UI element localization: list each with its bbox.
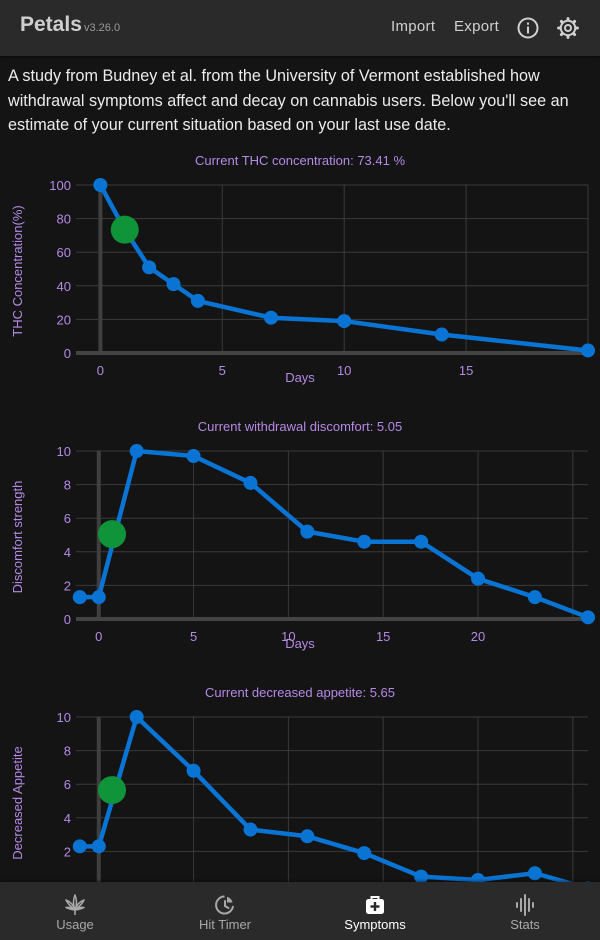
data-point	[166, 277, 181, 292]
data-point	[129, 710, 144, 724]
y-tick-label: 60	[57, 245, 71, 260]
y-tick-label: 80	[57, 212, 71, 227]
y-tick-label: 2	[64, 578, 71, 593]
data-point	[91, 839, 106, 854]
decreased-appetite-chart: Current decreased appetite: 5.65 2 4 6 8 10 De…	[0, 680, 600, 882]
timer-clock-icon	[215, 895, 234, 915]
x-tick-label: 0	[95, 629, 102, 644]
settings-gear-icon[interactable]	[556, 16, 580, 40]
data-point	[585, 881, 591, 882]
y-axis-label: Discomfort strength	[10, 481, 25, 594]
x-axis-label: Days	[285, 636, 315, 651]
y-tick-label: 6	[64, 511, 71, 526]
current-value-point	[98, 520, 127, 549]
data-point	[300, 829, 315, 844]
info-icon[interactable]	[516, 16, 540, 40]
x-tick-label: 10	[281, 629, 295, 644]
nav-label-symptoms: Symptoms	[344, 917, 406, 932]
thc-concentration-chart: Current THC concentration: 73.41 % 0 20 40 6…	[0, 148, 600, 390]
data-point	[129, 444, 144, 458]
thc-concentration-chart-svg: Current THC concentration: 73.41 % 0 20 40 6…	[10, 153, 595, 385]
app-bar: Petals v3.26.0 Import Export	[0, 0, 600, 56]
data-point	[471, 872, 486, 882]
chart-title: Current THC concentration: 73.41 %	[195, 153, 405, 168]
data-point	[357, 846, 372, 861]
y-tick-label: 10	[57, 710, 71, 725]
nav-item-hit-timer[interactable]: Hit Timer	[150, 882, 300, 940]
import-button[interactable]: Import	[391, 18, 436, 35]
data-point	[300, 524, 315, 539]
y-tick-label: 0	[64, 346, 71, 361]
x-tick-label: 0	[97, 363, 104, 378]
export-button[interactable]: Export	[454, 18, 500, 35]
y-tick-label: 0	[64, 612, 71, 627]
chart-title: Current decreased appetite: 5.65	[205, 685, 395, 700]
data-point	[93, 178, 108, 192]
data-point	[414, 534, 429, 549]
data-point	[337, 314, 352, 329]
nav-item-stats[interactable]: Stats	[450, 882, 600, 940]
y-tick-label: 2	[64, 844, 71, 859]
data-point	[357, 534, 372, 549]
y-axis-label: Decreased Appetite	[10, 746, 25, 859]
medical-kit-icon	[366, 896, 384, 914]
y-tick-label: 10	[57, 444, 71, 459]
nav-label-stats: Stats	[510, 917, 540, 932]
current-value-point	[110, 215, 139, 244]
y-tick-label: 40	[57, 279, 71, 294]
data-point	[91, 590, 106, 605]
sound-bars-icon	[516, 894, 534, 916]
bottom-navigation: Usage Hit Timer Symptoms Stats	[0, 882, 600, 940]
nav-item-usage[interactable]: Usage	[0, 882, 150, 940]
nav-label-usage: Usage	[56, 917, 94, 932]
app-title: Petals	[20, 13, 82, 36]
data-point	[72, 839, 87, 854]
cannabis-leaf-icon	[65, 894, 85, 915]
intro-text: A study from Budney et al. from the Univ…	[8, 67, 569, 134]
x-tick-label: 20	[471, 629, 485, 644]
y-tick-label: 4	[64, 545, 71, 560]
data-point	[527, 590, 542, 605]
data-point	[72, 590, 87, 605]
nav-item-symptoms[interactable]: Symptoms	[300, 882, 450, 940]
series-line	[77, 714, 574, 882]
data-point	[471, 571, 486, 586]
data-point	[190, 293, 205, 308]
x-tick-label: 5	[190, 629, 197, 644]
data-point	[434, 327, 449, 342]
data-point	[142, 260, 157, 275]
data-point	[264, 310, 279, 325]
data-point	[581, 343, 595, 358]
y-tick-label: 8	[64, 478, 71, 493]
y-tick-label: 4	[64, 811, 71, 826]
app-version: v3.26.0	[84, 22, 121, 34]
data-point	[414, 869, 429, 882]
data-point	[243, 475, 258, 490]
data-point	[186, 449, 201, 464]
y-tick-label: 6	[64, 777, 71, 792]
x-tick-label: 15	[459, 363, 473, 378]
y-tick-label: 8	[64, 744, 71, 759]
x-tick-label: 10	[337, 363, 351, 378]
x-tick-label: 15	[376, 629, 390, 644]
decreased-appetite-chart-svg: Current decreased appetite: 5.65 2 4 6 8 10 De…	[10, 685, 591, 882]
x-tick-label: 5	[219, 363, 226, 378]
y-tick-label: 100	[49, 178, 71, 193]
withdrawal-discomfort-chart: Current withdrawal discomfort: 5.05 0 2 4 6 8…	[0, 414, 600, 656]
nav-label-hit-timer: Hit Timer	[199, 917, 251, 932]
withdrawal-discomfort-chart-svg: Current withdrawal discomfort: 5.05 0 2 4 6 8…	[10, 419, 595, 651]
x-axis-label: Days	[285, 370, 315, 385]
data-point	[527, 866, 542, 881]
y-tick-label: 20	[57, 312, 71, 327]
series-line	[77, 448, 591, 620]
data-point	[186, 763, 201, 778]
chart-title: Current withdrawal discomfort: 5.05	[198, 419, 402, 434]
current-value-point	[98, 776, 127, 805]
data-point	[581, 610, 595, 625]
y-axis-label: THC Concentration(%)	[10, 205, 25, 337]
data-point	[243, 822, 258, 837]
